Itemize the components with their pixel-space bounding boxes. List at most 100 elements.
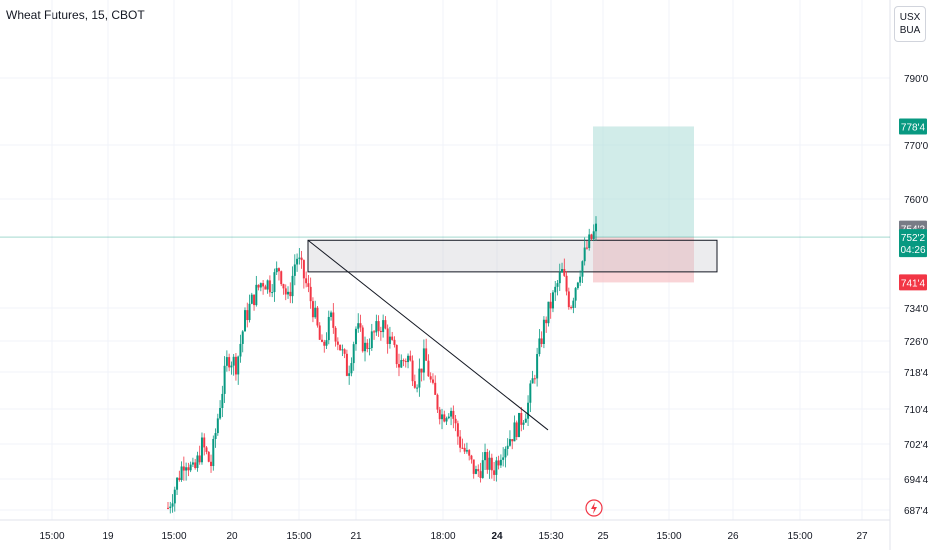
candle-body <box>397 364 400 368</box>
candle-body <box>311 301 314 318</box>
candle-body <box>413 381 416 388</box>
candle-body <box>490 457 493 471</box>
price-axis-label: 790'0 <box>904 74 929 85</box>
candle-body <box>257 284 260 288</box>
candle-body <box>463 447 466 452</box>
price-tag-label: 752'2 <box>901 233 926 244</box>
candle-body <box>205 447 208 452</box>
candle-body <box>368 348 371 350</box>
candle-body <box>196 455 199 469</box>
candle-body <box>456 423 459 437</box>
candle-body <box>219 408 222 419</box>
long-position-stop-zone <box>593 237 694 283</box>
candle-body <box>309 286 312 302</box>
candle-body <box>375 321 378 333</box>
candle-body <box>339 344 342 351</box>
candle-body <box>370 331 373 349</box>
time-axis-label: 27 <box>856 531 868 542</box>
candle-body <box>293 264 296 276</box>
candle-body <box>277 268 280 272</box>
candle-body <box>499 459 502 466</box>
candle-body <box>386 328 389 344</box>
candle-body <box>391 336 394 340</box>
candle-body <box>221 393 224 409</box>
candle-body <box>561 269 564 273</box>
price-axis-label: 694'4 <box>904 475 929 486</box>
candle-body <box>300 257 303 261</box>
candle-body <box>167 507 169 509</box>
candle-body <box>511 439 514 442</box>
candle-body <box>248 303 251 321</box>
price-axis-label: 734'0 <box>904 304 929 315</box>
candle-body <box>314 307 317 318</box>
candle-body <box>189 464 192 471</box>
candle-body <box>384 320 387 329</box>
candle-body <box>255 284 258 306</box>
candle-body <box>470 455 473 460</box>
candle-body <box>230 365 233 368</box>
price-axis-label: 710'4 <box>904 405 929 416</box>
candle-body <box>538 338 541 355</box>
candle-body <box>506 445 509 449</box>
candle-body <box>443 414 446 422</box>
candle-body <box>359 323 362 328</box>
candle-body <box>185 467 188 471</box>
candle-body <box>302 260 305 279</box>
candle-body <box>237 356 240 375</box>
chart-title: Wheat Futures, 15, CBOT <box>6 8 145 22</box>
candle-body <box>529 383 532 403</box>
candle-body <box>570 307 573 309</box>
candle-body <box>232 356 235 366</box>
candle-body <box>465 450 468 452</box>
candle-body <box>581 261 584 277</box>
supply-zone-rectangle <box>307 239 718 273</box>
candle-body <box>253 294 256 306</box>
candle-body <box>454 418 457 424</box>
candle-body <box>583 247 586 262</box>
time-axis-label: 15:00 <box>286 531 311 542</box>
candle-body <box>228 357 231 368</box>
candle-body <box>527 402 530 419</box>
candle-body <box>545 319 548 324</box>
candle-body <box>200 437 203 463</box>
price-tag <box>899 229 927 258</box>
currency-line-2: BUA <box>899 25 921 36</box>
candle-body <box>481 460 484 478</box>
candle-body <box>234 356 237 375</box>
candle-body <box>354 328 357 345</box>
trendline <box>307 239 549 431</box>
candle-body <box>275 268 278 273</box>
candle-body <box>459 436 462 448</box>
candle-body <box>198 455 201 463</box>
candle-body <box>579 276 582 283</box>
candle-body <box>418 368 421 388</box>
candle-body <box>348 373 351 376</box>
time-axis-label: 26 <box>727 531 739 542</box>
candle-body <box>271 292 274 294</box>
candle-body <box>518 413 521 438</box>
candle-body <box>250 294 253 304</box>
candle-body <box>316 307 319 326</box>
candle-body <box>388 336 391 344</box>
candle-body <box>508 439 511 446</box>
candle-body <box>239 343 242 357</box>
candle-body <box>246 310 249 321</box>
candle-body <box>284 288 287 295</box>
candle-body <box>289 291 292 297</box>
candle-body <box>273 272 276 293</box>
currency-selector[interactable]: USX BUA <box>894 6 926 42</box>
candle-body <box>547 301 550 324</box>
candle-body <box>522 422 525 425</box>
candle-body <box>350 363 353 374</box>
candle-body <box>477 469 480 472</box>
candle-body <box>445 418 448 422</box>
candle-body <box>495 460 498 475</box>
candle-body <box>214 433 217 439</box>
candle-body <box>357 323 360 329</box>
candle-body <box>298 257 301 259</box>
candle-body <box>549 301 552 309</box>
candle-body <box>259 283 262 288</box>
candle-body <box>334 327 337 342</box>
candle-body <box>565 275 568 292</box>
